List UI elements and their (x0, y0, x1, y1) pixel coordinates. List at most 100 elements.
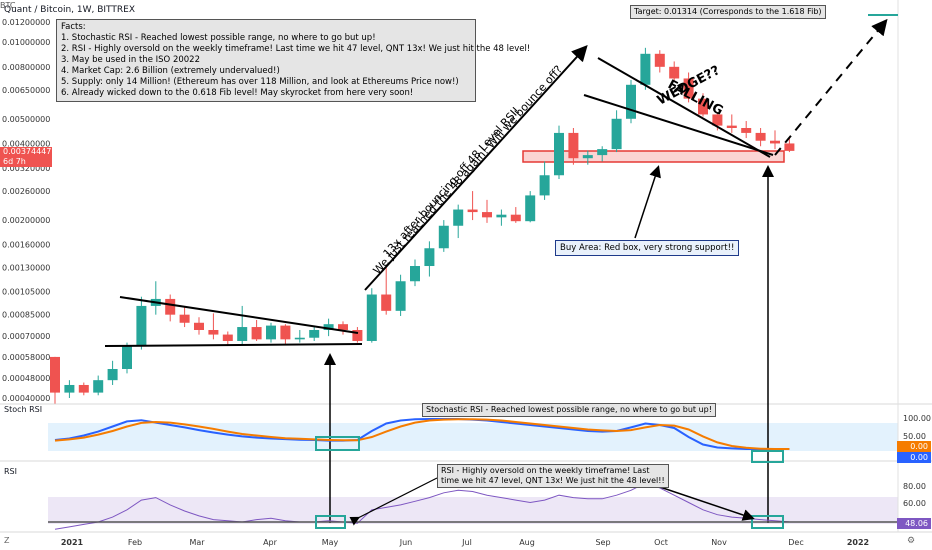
stoch-d-line (54, 418, 790, 450)
stoch-panel-label: Stoch RSI (4, 405, 42, 414)
candle-body[interactable] (712, 114, 723, 126)
candle-body[interactable] (640, 53, 651, 85)
candle-body[interactable] (698, 98, 708, 115)
projection-arrow[interactable] (774, 18, 888, 156)
candle-body[interactable] (424, 248, 435, 267)
candle-body[interactable] (770, 140, 780, 144)
stoch-d-tag: 0.00 (897, 441, 931, 452)
rsi-note-line-2: time we hit 47 level, QNT 13x! We just h… (441, 476, 665, 485)
facts-line-6: 6. Already wicked down to the 0.618 Fib … (61, 88, 414, 98)
candle-body[interactable] (741, 128, 752, 133)
candle-body[interactable] (626, 84, 636, 119)
candle-body[interactable] (525, 195, 536, 222)
candle-body[interactable] (136, 305, 147, 347)
currency-label: BTC (0, 1, 16, 10)
price-axis: 0.01200000 0.01000000 0.00800000 0.00650000… (2, 18, 50, 403)
z-icon[interactable]: Z (4, 536, 10, 545)
rsi-note-arrow-right (659, 486, 755, 521)
candle-body[interactable] (294, 337, 305, 340)
rsi-note[interactable]: RSI - Highly oversold on the weekly time… (437, 464, 669, 488)
candle-body[interactable] (366, 294, 377, 341)
time-axis-label: Nov (711, 538, 727, 547)
price-axis-label: 0.00070000 (2, 332, 50, 341)
candle-body[interactable] (222, 334, 233, 341)
price-axis-label: 0.01000000 (2, 38, 50, 47)
candle-body[interactable] (539, 175, 550, 196)
price-axis-label: 0.00130000 (2, 264, 50, 273)
candle-body[interactable] (64, 384, 75, 393)
candle-body[interactable] (194, 322, 204, 330)
time-axis-label: Feb (128, 538, 142, 547)
candle-body[interactable] (683, 78, 694, 99)
stoch-band (48, 423, 898, 451)
candle-body[interactable] (755, 132, 766, 141)
time-axis-label: May (322, 538, 339, 547)
candle-body[interactable] (482, 212, 492, 218)
time-axis: 2021 Feb Mar Apr May Jun Jul Aug Sep Oct Nov Dec 202… (61, 538, 869, 547)
triangle-lower-line[interactable] (104, 343, 363, 347)
candle-body[interactable] (438, 225, 449, 249)
price-tag: 0.00374447 6d 7h (0, 147, 52, 167)
candle-body[interactable] (395, 281, 406, 311)
candle-body[interactable] (338, 324, 348, 330)
candle-body[interactable] (93, 380, 104, 393)
target-note[interactable]: Target: 0.01314 (Corresponds to the 1.61… (630, 5, 826, 19)
candle-body[interactable] (309, 329, 320, 338)
facts-line-4: 4. Market Cap: 2.6 Billion (extremely un… (61, 66, 280, 76)
price-tag-value: 0.00374447 (3, 147, 52, 156)
price-axis-label: 0.00800000 (2, 63, 50, 72)
candle-body[interactable] (107, 368, 118, 381)
candle-body[interactable] (597, 149, 608, 156)
facts-box[interactable]: Facts: 1. Stochastic RSI - Reached lowes… (56, 19, 530, 102)
candle-body[interactable] (50, 356, 60, 393)
rsi-nov-highlight[interactable] (751, 515, 784, 529)
rsi-line (54, 482, 790, 530)
stoch-nov-highlight[interactable] (751, 450, 784, 463)
candle-body[interactable] (165, 298, 176, 315)
stoch-axis-50: 50.00 (903, 432, 926, 441)
candle-body[interactable] (237, 327, 248, 341)
triangle-upper-line[interactable] (119, 296, 359, 334)
candle-body[interactable] (122, 346, 132, 369)
candle-body[interactable] (208, 329, 219, 335)
wedge-upper-line[interactable] (597, 57, 771, 158)
candle-body[interactable] (453, 209, 464, 226)
price-tag-countdown: 6d 7h (3, 157, 26, 166)
rsi-note-arrow-left (349, 477, 438, 526)
candle-body[interactable] (496, 214, 507, 218)
candle-body[interactable] (582, 155, 593, 159)
facts-line-5: 5. Supply: only 14 Million! (Ethereum ha… (61, 77, 459, 87)
candle-body[interactable] (352, 329, 363, 341)
candle-body[interactable] (784, 143, 795, 151)
price-axis-label: 0.00048000 (2, 374, 50, 383)
stoch-note[interactable]: Stochastic RSI - Reached lowest possible… (422, 403, 716, 417)
candle-body[interactable] (381, 294, 392, 311)
time-axis-label: 2022 (847, 538, 869, 547)
price-axis-label: 0.00160000 (2, 241, 50, 250)
buy-area-arrow[interactable] (634, 165, 661, 239)
candle-body[interactable] (654, 53, 665, 67)
rsi-may-highlight[interactable] (315, 515, 346, 529)
candle-body[interactable] (467, 209, 478, 213)
support-box[interactable] (522, 150, 785, 163)
candle-body[interactable] (78, 384, 89, 393)
candle-body[interactable] (568, 132, 579, 159)
settings-icon[interactable]: ⚙ (907, 536, 915, 546)
uptrend-arrow[interactable] (364, 45, 588, 291)
candle-body[interactable] (251, 327, 262, 340)
candle-body[interactable] (179, 314, 190, 323)
candle-body[interactable] (669, 66, 680, 79)
buy-area-note[interactable]: Buy Area: Red box, very strong support!! (555, 240, 740, 256)
wedge-lower-line[interactable] (583, 94, 774, 156)
candle-body[interactable] (280, 325, 291, 340)
candle-body[interactable] (410, 266, 420, 282)
candle-body[interactable] (510, 214, 521, 222)
stoch-may-highlight[interactable] (315, 436, 360, 451)
time-axis-label: Aug (519, 538, 535, 547)
candle-body[interactable] (611, 118, 622, 150)
rsi-panel-label: RSI (4, 467, 17, 476)
candle-body[interactable] (323, 324, 334, 330)
candle-body[interactable] (726, 125, 737, 129)
candle-body[interactable] (554, 132, 564, 176)
candle-body[interactable] (266, 325, 276, 340)
